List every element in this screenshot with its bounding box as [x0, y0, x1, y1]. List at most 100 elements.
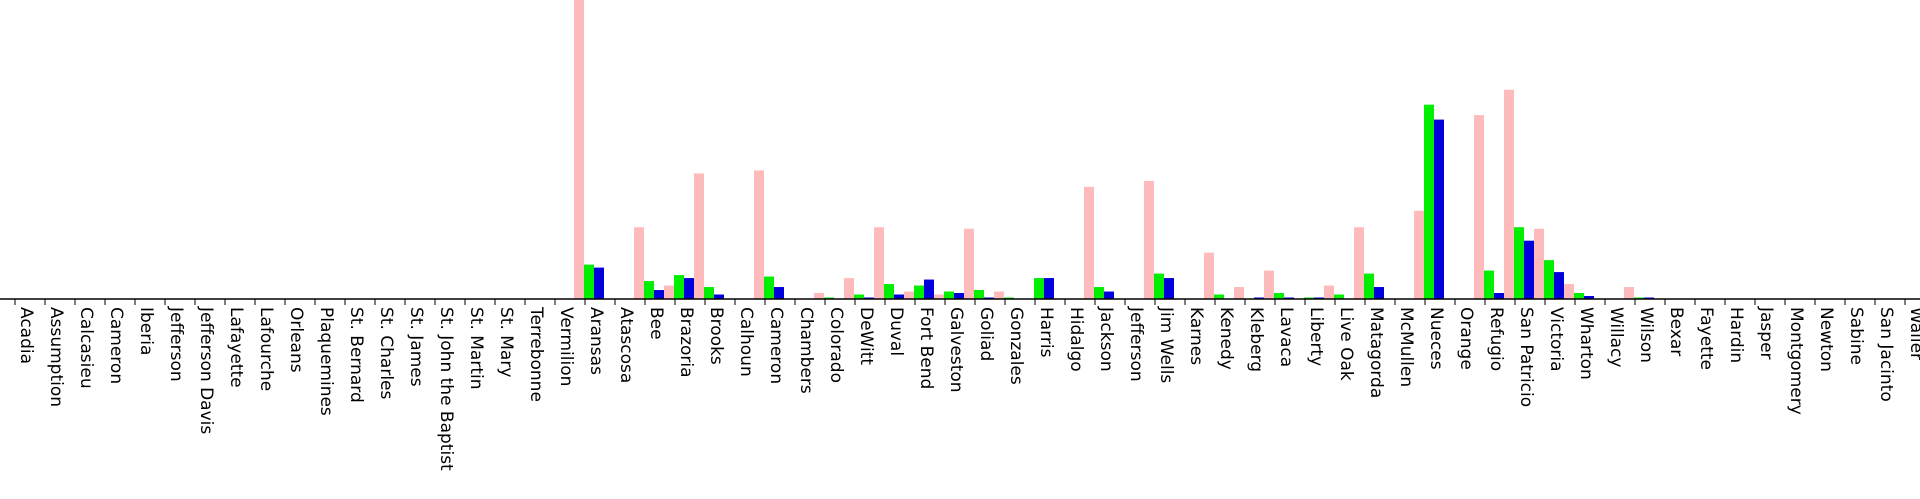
- bar-3-47: [1434, 119, 1444, 299]
- bar-3-21: [654, 290, 664, 299]
- x-tick-label: Orleans: [286, 307, 306, 373]
- bar-1-45: [1354, 227, 1364, 299]
- x-tick-label: Terrebonne: [526, 306, 546, 402]
- bar-3-50: [1524, 240, 1534, 299]
- bar-1-42: [1264, 270, 1274, 300]
- bar-1-52: [1564, 284, 1574, 299]
- x-tick-label: Willacy: [1606, 307, 1626, 367]
- x-tick-label: Assumption: [46, 307, 66, 407]
- bar-1-25: [754, 170, 764, 299]
- x-tick-label: Bee: [646, 307, 666, 340]
- bar-2-32: [974, 290, 984, 299]
- bar-3-22: [684, 278, 694, 299]
- x-tick-label: Iberia: [136, 307, 156, 355]
- bar-3-38: [1164, 278, 1174, 299]
- bar-2-49: [1484, 270, 1494, 300]
- bar-3-31: [954, 293, 964, 299]
- bar-1-50: [1504, 89, 1514, 299]
- x-tick-label: Refugio: [1486, 307, 1506, 371]
- x-tick-label: Hardin: [1726, 307, 1746, 363]
- bar-2-23: [704, 287, 714, 299]
- bar-1-23: [694, 173, 704, 299]
- bar-1-32: [964, 228, 974, 300]
- bar-3-51: [1554, 272, 1564, 299]
- bar-3-36: [1104, 291, 1114, 299]
- bar-1-40: [1204, 252, 1214, 300]
- x-ticks-group: [14, 299, 1906, 305]
- x-tick-label: Matagorda: [1366, 307, 1386, 398]
- x-tick-label: St. John the Baptist: [436, 307, 456, 471]
- x-tick-label: Nueces: [1426, 307, 1446, 370]
- x-tick-label: Victoria: [1546, 307, 1566, 372]
- bar-1-51: [1534, 228, 1544, 300]
- x-tick-label: Colorado: [826, 307, 846, 383]
- bar-2-19: [584, 264, 594, 300]
- x-tick-label: Fort Bend: [916, 307, 936, 389]
- x-tick-label: Orange: [1456, 307, 1476, 370]
- x-tick-label: Lafayette: [226, 307, 246, 388]
- x-tick-labels-group: Acadia Assumption Calcasieu Cameron Iberia Je…: [16, 306, 1920, 471]
- bar-1-36: [1084, 186, 1094, 300]
- bar-1-33: [994, 291, 1004, 299]
- x-tick-label: Liberty: [1306, 307, 1326, 366]
- x-tick-label: Chambers: [796, 307, 816, 394]
- bar-3-34: [1044, 278, 1054, 299]
- bar-2-52: [1574, 293, 1584, 299]
- x-tick-label: Jefferson: [166, 306, 186, 382]
- x-tick-label: Atascosa: [616, 307, 636, 383]
- x-tick-label: Vermilion: [556, 307, 576, 386]
- x-tick-label: St. James: [406, 307, 426, 387]
- bar-2-40: [1214, 294, 1224, 299]
- x-tick-label: St. Mary: [496, 307, 516, 377]
- x-tick-label: Wilson: [1636, 307, 1656, 363]
- x-tick-label: Acadia: [16, 307, 36, 364]
- bar-1-47: [1414, 210, 1424, 299]
- bar-1-41: [1234, 287, 1244, 299]
- x-tick-label: Aransas: [586, 307, 606, 375]
- bar-1-29: [874, 227, 884, 299]
- x-tick-label: Duval: [886, 307, 906, 356]
- bar-1-21: [634, 227, 644, 299]
- bar-2-22: [674, 275, 684, 299]
- bar-2-38: [1154, 273, 1164, 299]
- bar-2-45: [1364, 273, 1374, 299]
- x-tick-label: McMullen: [1396, 307, 1416, 387]
- bar-1-54: [1624, 287, 1634, 299]
- bar-1-22: [664, 285, 674, 300]
- bar-2-34: [1034, 278, 1044, 299]
- x-tick-label: Jasper: [1756, 306, 1776, 360]
- x-tick-label: Jim Wells: [1156, 306, 1176, 383]
- x-tick-label: Wharton: [1576, 307, 1596, 380]
- bar-2-42: [1274, 293, 1284, 299]
- bar-3-19: [594, 267, 604, 300]
- bar-2-25: [764, 276, 774, 299]
- bar-2-31: [944, 291, 954, 299]
- bar-1-28: [844, 278, 854, 299]
- x-tick-label: Goliad: [976, 307, 996, 361]
- x-tick-label: St. Martin: [466, 307, 486, 390]
- bar-2-30: [914, 285, 924, 300]
- x-tick-label: Montgomery: [1786, 307, 1806, 415]
- bar-1-44: [1324, 285, 1334, 300]
- x-tick-label: St. Charles: [376, 307, 396, 399]
- x-tick-label: Brazoria: [676, 307, 696, 378]
- bars-group: [574, 0, 1654, 300]
- x-tick-label: Waller: [1906, 307, 1920, 360]
- bar-3-25: [774, 287, 784, 299]
- x-tick-label: Calhoun: [736, 307, 756, 377]
- bar-2-47: [1424, 104, 1434, 300]
- x-tick-label: Lafourche: [256, 307, 276, 391]
- x-tick-label: Jefferson Davis: [196, 306, 216, 434]
- x-tick-label: Harris: [1036, 307, 1056, 358]
- x-tick-label: St. Bernard: [346, 307, 366, 403]
- x-tick-label: Kenedy: [1216, 307, 1236, 370]
- x-tick-label: Brooks: [706, 307, 726, 365]
- bar-2-36: [1094, 287, 1104, 299]
- bar-1-31: [934, 294, 944, 299]
- bar-3-49: [1494, 293, 1504, 299]
- bar-3-29: [894, 294, 904, 299]
- x-tick-label: Jefferson: [1126, 306, 1146, 382]
- bar-2-44: [1334, 294, 1344, 299]
- bar-3-23: [714, 294, 724, 299]
